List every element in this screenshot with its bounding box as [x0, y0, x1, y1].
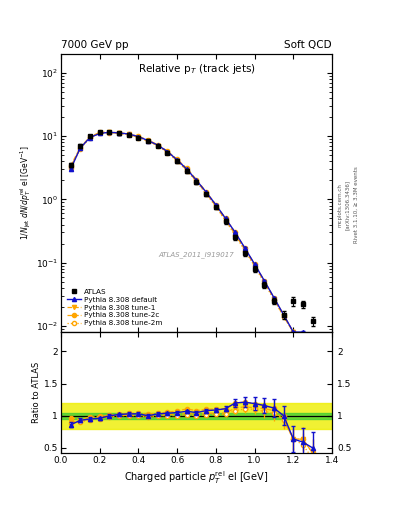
- Bar: [61, 403, 332, 429]
- Text: 7000 GeV pp: 7000 GeV pp: [61, 40, 129, 50]
- Text: ATLAS_2011_I919017: ATLAS_2011_I919017: [159, 251, 234, 258]
- Text: [arXiv:1306.3436]: [arXiv:1306.3436]: [345, 180, 350, 230]
- Legend: ATLAS, Pythia 8.308 default, Pythia 8.308 tune-1, Pythia 8.308 tune-2c, Pythia 8: ATLAS, Pythia 8.308 default, Pythia 8.30…: [64, 287, 165, 329]
- Text: Soft QCD: Soft QCD: [285, 40, 332, 50]
- Bar: [61, 413, 332, 419]
- Text: Relative p$_T$ (track jets): Relative p$_T$ (track jets): [138, 62, 255, 76]
- X-axis label: Charged particle $p_T^{\rm rel}$ el [GeV]: Charged particle $p_T^{\rm rel}$ el [GeV…: [125, 469, 268, 486]
- Y-axis label: $1/N_{\rm jet}\;dN/dp_T^{\rm rel}\;{\rm el}\;[{\rm GeV}^{-1}]$: $1/N_{\rm jet}\;dN/dp_T^{\rm rel}\;{\rm …: [18, 145, 33, 241]
- Text: Rivet 3.1.10, ≥ 3.3M events: Rivet 3.1.10, ≥ 3.3M events: [354, 166, 359, 243]
- Y-axis label: Ratio to ATLAS: Ratio to ATLAS: [32, 362, 41, 423]
- Text: mcplots.cern.ch: mcplots.cern.ch: [337, 183, 342, 227]
